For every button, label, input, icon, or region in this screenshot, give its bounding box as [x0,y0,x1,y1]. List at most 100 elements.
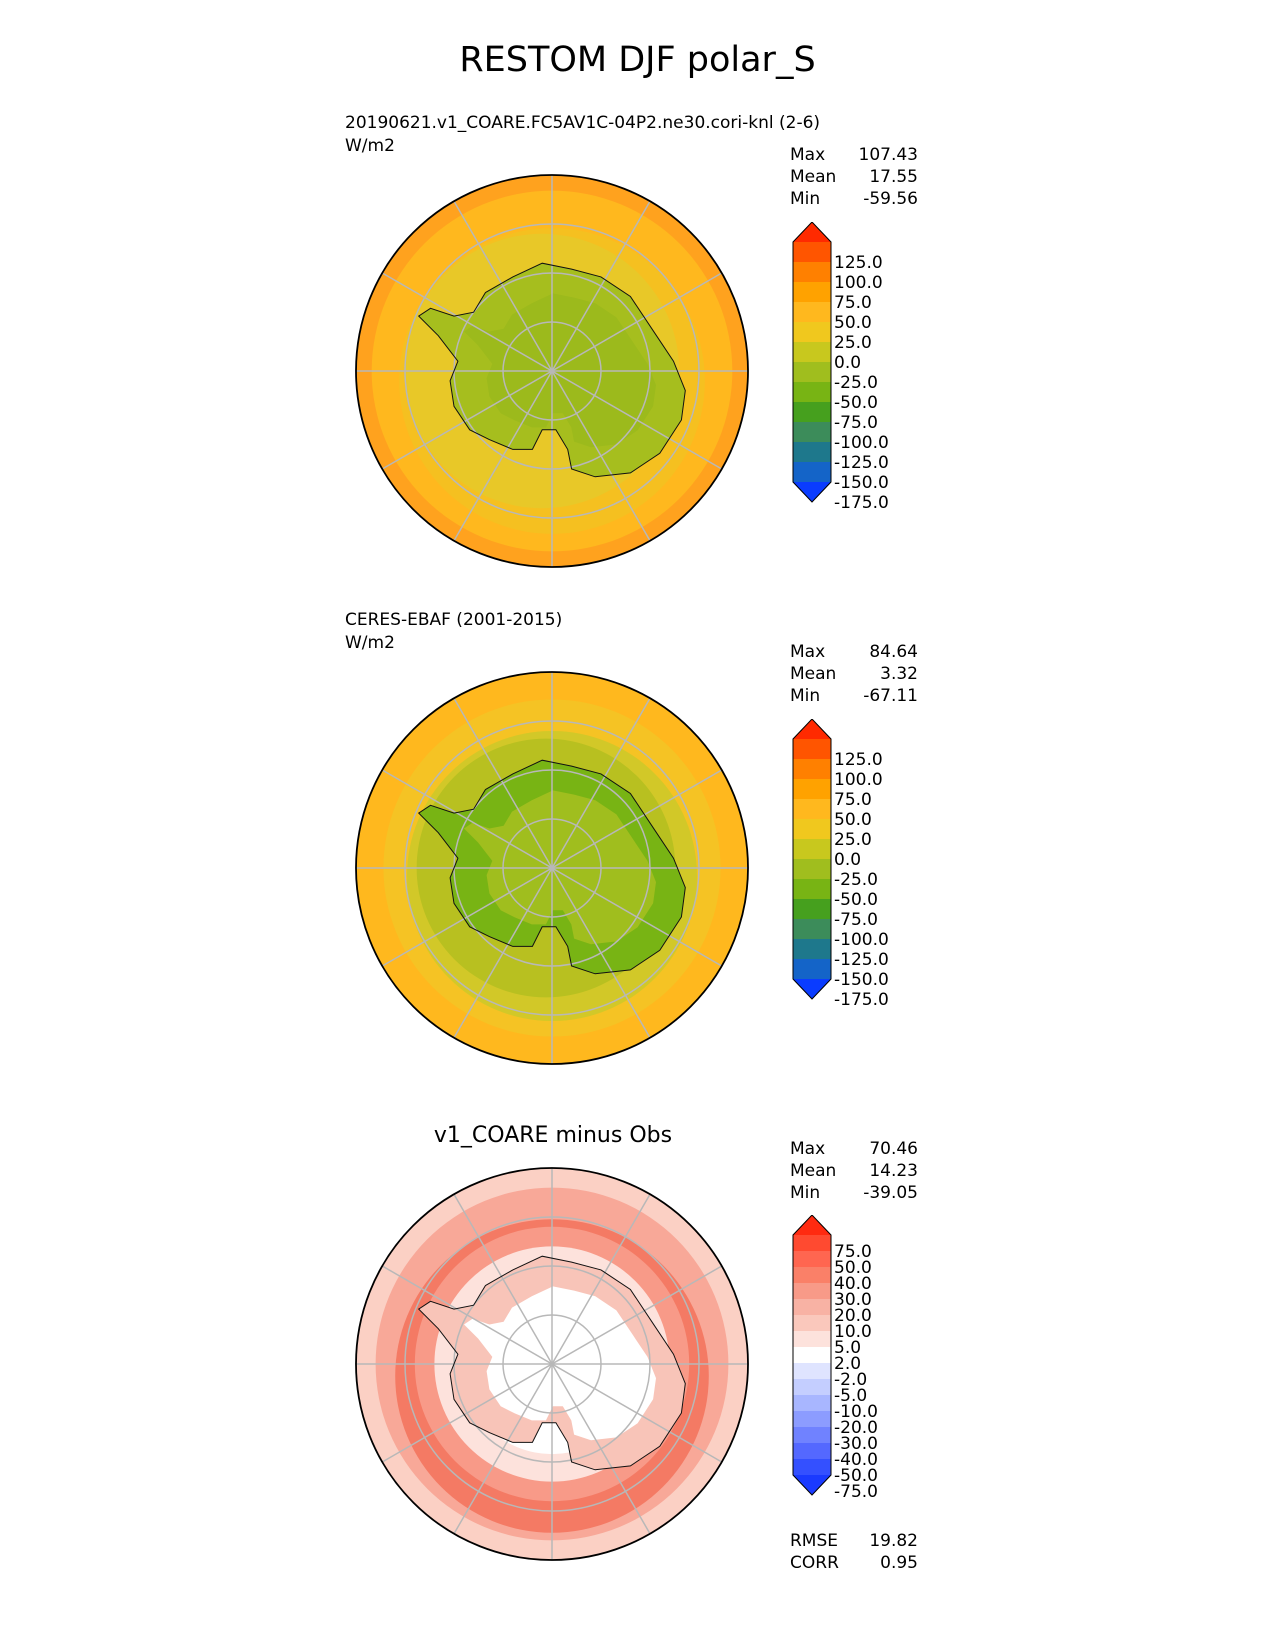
colorbar-tick-label: 75.0 [834,293,872,313]
panel-1-colorbar: 125.0100.075.050.025.00.0-25.0-50.0-75.0… [792,222,889,513]
corr-value: 0.95 [880,1553,918,1573]
colorbar-tick-label: 5.0 [834,1338,861,1358]
rmse-value: 19.82 [869,1531,918,1551]
colorbar-segment [793,1347,831,1364]
colorbar-segment [793,1379,831,1396]
colorbar-segment [793,819,831,840]
colorbar-tick-label: 0.0 [834,353,861,373]
min-value: -59.56 [863,189,918,209]
colorbar-tick-label: 100.0 [834,273,883,293]
colorbar-segment [793,342,831,363]
colorbar-tick-label: -20.0 [834,1418,878,1438]
colorbar-tick-label: 100.0 [834,770,883,790]
min-value: -39.05 [863,1183,918,1203]
colorbar-segment [793,1331,831,1348]
colorbar-tick-label: -75.0 [834,1482,878,1502]
colorbar-outline [792,719,832,1000]
colorbar-segment [793,1235,831,1252]
colorbar-tick-label: -2.0 [834,1370,867,1390]
colorbar-tick-label: 50.0 [834,1258,872,1278]
mean-label: Mean [790,1161,837,1181]
colorbar-tick-label: -175.0 [834,990,889,1010]
max-value: 107.43 [858,145,918,165]
colorbar-segment [793,1363,831,1380]
colorbar-segment [793,919,831,940]
panel-1-title: 20190621.v1_COARE.FC5AV1C-04P2.ne30.cori… [345,113,821,133]
panel-1-stats: Max 107.43 Mean 17.55 Min -59.56 [790,144,918,210]
panel-3-polar-map [355,1167,749,1561]
meridian-line [453,697,651,1039]
colorbar-tick-label: -25.0 [834,373,878,393]
colorbar-segment [793,899,831,920]
colorbar-segment [793,1395,831,1412]
mean-value: 3.32 [880,664,918,684]
rmse-label: RMSE [790,1531,839,1551]
colorbar-tick-label: -125.0 [834,453,889,473]
colorbar-segment [793,939,831,960]
panel-3-title: v1_COARE minus Obs [433,1123,673,1148]
colorbar-tick-label: 125.0 [834,750,883,770]
figure-title: RESTOM DJF polar_S [459,40,816,80]
colorbar-outline [792,222,832,503]
mean-label: Mean [790,167,837,187]
colorbar-extend-bottom [793,979,831,999]
max-label: Max [790,1139,826,1159]
panel-3-colorbar: 75.050.040.030.020.010.05.02.0-2.0-5.0-1… [792,1215,878,1502]
colorbar-tick-label: -75.0 [834,413,878,433]
colorbar-tick-label: -50.0 [834,393,878,413]
max-label: Max [790,642,826,662]
colorbar-tick-label: 30.0 [834,1290,872,1310]
colorbar-segment [793,302,831,323]
colorbar-segment [793,442,831,463]
colorbar-segment [793,879,831,900]
meridian-line [453,1193,651,1535]
colorbar-tick-label: 75.0 [834,1242,872,1262]
colorbar-segment [793,322,831,343]
colorbar-tick-label: 25.0 [834,830,872,850]
colorbar-extend-top [793,719,831,739]
colorbar-segment [793,1251,831,1268]
colorbar-tick-label: -40.0 [834,1450,878,1470]
colorbar-tick-label: -100.0 [834,433,889,453]
colorbar-tick-label: 50.0 [834,313,872,333]
map-boundary [355,174,749,568]
colorbar-tick-label: 25.0 [834,333,872,353]
max-label: Max [790,145,826,165]
panel-1-polar-map [355,174,749,568]
colorbar-segment [793,1283,831,1300]
colorbar-segment [793,282,831,303]
colorbar-tick-label: -50.0 [834,1466,878,1486]
colorbar-segment [793,242,831,263]
colorbar-tick-label: -175.0 [834,493,889,513]
colorbar-segment [793,262,831,283]
coastline [417,1255,686,1471]
colorbar-tick-label: 10.0 [834,1322,872,1342]
colorbar-tick-label: -50.0 [834,890,878,910]
colorbar-segment [793,1427,831,1444]
colorbar-segment [793,1315,831,1332]
mean-value: 17.55 [869,167,918,187]
meridian-line [453,200,651,542]
colorbar-segment [793,799,831,820]
corr-label: CORR [790,1553,839,1573]
colorbar-segment [793,422,831,443]
colorbar-segment [793,1459,831,1476]
colorbar-segment [793,739,831,760]
colorbar-extend-bottom [793,482,831,502]
mean-label: Mean [790,664,837,684]
min-label: Min [790,1183,821,1203]
colorbar-segment [793,382,831,403]
coastline [417,759,686,975]
colorbar-segment [793,759,831,780]
colorbar-segment [793,1443,831,1460]
colorbar-segment [793,402,831,423]
panel-2-stats: Max 84.64 Mean 3.32 Min -67.11 [790,641,918,707]
colorbar-segment [793,462,831,483]
colorbar-tick-label: -150.0 [834,473,889,493]
map-boundary [355,1167,749,1561]
colorbar-tick-label: -5.0 [834,1386,867,1406]
colorbar-tick-label: -125.0 [834,950,889,970]
colorbar-segment [793,859,831,880]
colorbar-tick-label: 20.0 [834,1306,872,1326]
colorbar-outline [792,1215,832,1496]
